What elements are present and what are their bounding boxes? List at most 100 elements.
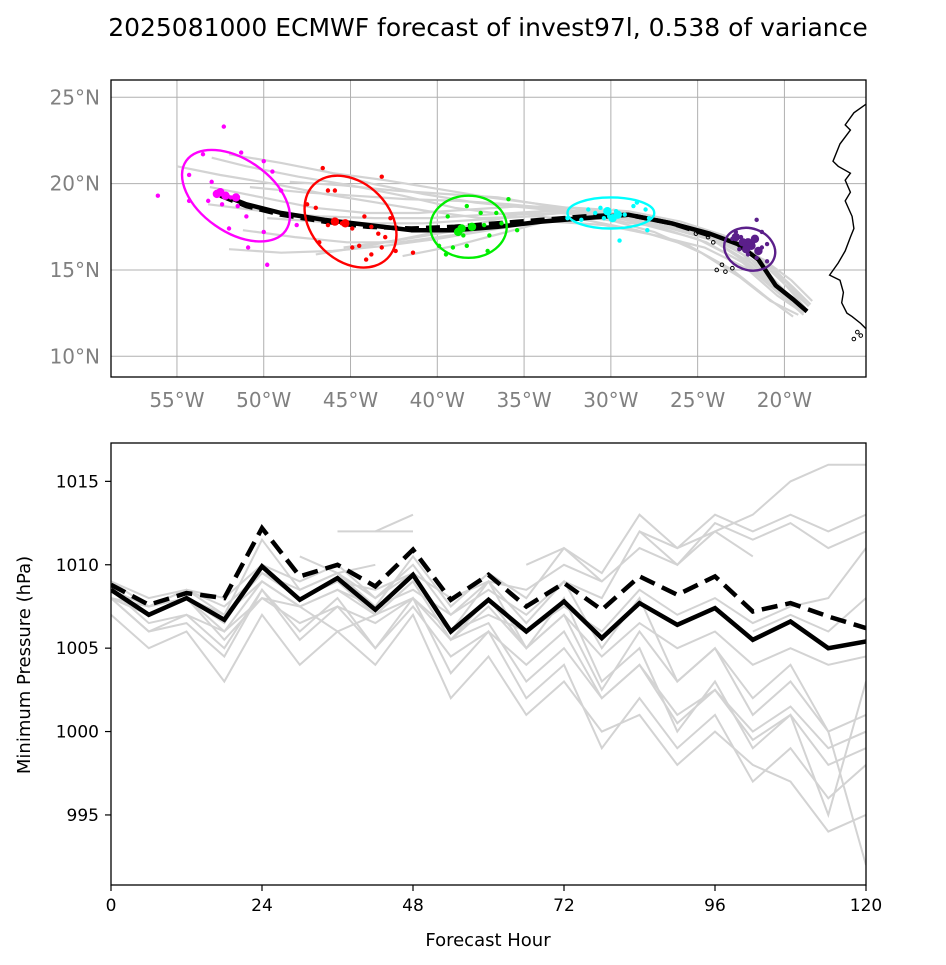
track-map-panel: 55°W 50°W 45°W 40°W 35°W 30°W 25°W 20°W 10°N 15°N… <box>50 79 867 412</box>
cluster-point <box>379 245 384 250</box>
island-outline <box>858 333 864 338</box>
cluster-center-point <box>608 213 617 223</box>
cluster-point <box>363 257 369 262</box>
cluster-point <box>238 150 244 155</box>
figure-title: 2025081000 ECMWF forecast of invest97l, … <box>108 13 868 42</box>
cluster-point <box>631 203 636 209</box>
cluster-point <box>362 214 367 219</box>
cluster-point <box>514 228 520 233</box>
map-lat-tick-label: 15°N <box>50 258 100 282</box>
cluster-point <box>461 233 466 238</box>
cluster-point <box>601 215 607 221</box>
cluster-point <box>388 215 393 221</box>
cluster-center-point <box>341 219 350 228</box>
y-tick-label: 1015 <box>56 472 99 492</box>
map-lon-tick-label: 45°W <box>323 388 378 412</box>
cluster-point <box>464 243 470 248</box>
ensemble-pressure-segment <box>639 530 754 558</box>
cluster-center-point <box>457 224 466 233</box>
ensemble-track-line <box>209 186 803 313</box>
cluster-center-point <box>731 232 741 242</box>
ensemble-pressure-line <box>111 596 866 767</box>
pressure-tick-labels: 0 24 48 72 96 120 995 1000 1005 1010 1015 <box>56 472 882 916</box>
ensemble-pressure-line <box>111 588 866 750</box>
cluster-ellipse <box>180 148 292 243</box>
cluster-point <box>737 247 742 252</box>
ensemble-pressure-segment <box>374 513 414 533</box>
map-lon-tick-label: 35°W <box>496 388 551 412</box>
ensemble-pressure-line <box>111 612 866 833</box>
y-tick-label: 1005 <box>56 639 99 659</box>
ensemble-pressure-line <box>111 547 866 633</box>
map-plot-area <box>155 103 866 342</box>
cluster-ellipse <box>723 226 777 272</box>
cluster-ellipse <box>303 174 398 269</box>
ensemble-pressure-segment <box>525 546 603 583</box>
cluster-point <box>645 228 650 233</box>
cluster-point <box>245 245 251 250</box>
coastline <box>828 103 866 330</box>
cluster-point <box>294 222 299 228</box>
ensemble-pressure-line <box>111 521 866 633</box>
x-tick-label: 24 <box>251 896 273 916</box>
cluster-point <box>593 210 598 216</box>
cluster-point <box>481 222 487 228</box>
ensemble-pressure-segment <box>752 597 866 633</box>
pressure-plot-area <box>111 463 866 866</box>
cluster-point <box>369 224 374 229</box>
cluster-point <box>320 165 325 171</box>
island-outline <box>723 269 728 274</box>
cluster-point <box>356 243 362 248</box>
cluster-point <box>226 226 232 231</box>
cluster-point <box>450 245 456 250</box>
map-lat-tick-label: 20°N <box>50 172 100 196</box>
island-outline <box>719 262 725 268</box>
cluster-point <box>200 152 206 157</box>
cluster-point <box>410 250 416 255</box>
y-tick-label: 995 <box>67 806 99 826</box>
cluster-center-point <box>754 246 763 256</box>
cluster-center-point <box>330 217 340 226</box>
island-outline <box>855 329 860 335</box>
cluster-point <box>265 262 270 267</box>
cluster-point <box>350 245 355 250</box>
cluster-point <box>219 202 225 207</box>
cluster-point <box>186 172 192 178</box>
cluster-center-point <box>212 189 222 199</box>
cluster-point <box>643 207 648 212</box>
ensemble-track-line <box>176 165 794 318</box>
cluster-point <box>209 179 214 185</box>
cluster-point <box>325 222 331 228</box>
island-outline <box>730 265 735 271</box>
map-lat-tick-label: 10°N <box>50 344 100 368</box>
cluster-point <box>764 259 770 264</box>
y-tick-label: 1000 <box>56 723 99 743</box>
cluster-point <box>155 193 161 198</box>
island-outline <box>714 267 720 273</box>
cluster-point <box>369 252 374 257</box>
cluster-center-point <box>742 245 751 254</box>
cluster-point <box>494 210 499 216</box>
map-lon-tick-label: 50°W <box>236 388 291 412</box>
cluster-point <box>383 234 388 240</box>
cluster-point <box>617 238 622 243</box>
x-tick-label: 0 <box>106 896 117 916</box>
cluster-point <box>764 241 770 247</box>
cluster-center-point <box>750 234 760 244</box>
cluster-point <box>499 221 504 226</box>
cluster-point <box>598 205 603 210</box>
ensemble-track-line <box>242 216 805 316</box>
pressure-panel: 0 24 48 72 96 120 995 1000 1005 1010 1015 Forecast… <box>14 442 882 951</box>
cluster-point <box>261 158 266 164</box>
cluster-point <box>506 196 511 202</box>
cluster-point <box>586 207 591 212</box>
ensemble-pressure-line <box>111 513 866 608</box>
cluster-center-point <box>467 222 477 231</box>
cluster-point <box>464 203 470 209</box>
x-tick-label: 96 <box>704 896 726 916</box>
mean-pressure-line <box>111 563 866 651</box>
map-lon-tick-label: 40°W <box>410 388 465 412</box>
cluster-center-point <box>738 238 747 247</box>
cluster-point <box>754 255 759 261</box>
